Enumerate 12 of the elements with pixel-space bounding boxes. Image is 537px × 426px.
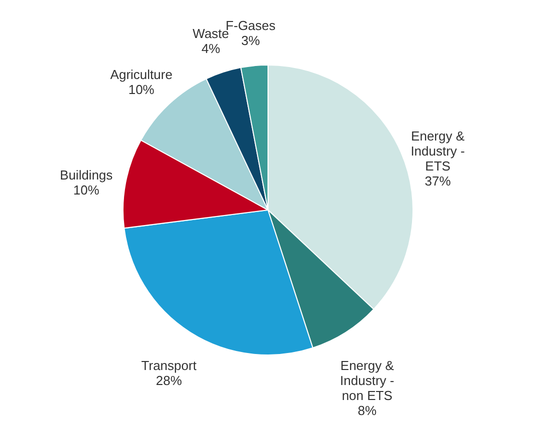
data-label: 10%	[73, 182, 100, 198]
slice-label: Transport	[141, 358, 197, 374]
data-label: 10%	[128, 82, 155, 98]
data-label: 28%	[156, 373, 182, 388]
data-label: 37%	[424, 174, 452, 189]
slice-label: Buildings	[60, 167, 114, 182]
slice-label: Energy & Industry - non ETS	[340, 358, 394, 404]
data-label: 3%	[241, 32, 260, 48]
slice-label: Agriculture	[110, 67, 172, 82]
data-label: 4%	[201, 41, 221, 56]
data-label: 8%	[358, 403, 377, 418]
slice-label: Energy & Industry - ETS	[410, 128, 465, 174]
